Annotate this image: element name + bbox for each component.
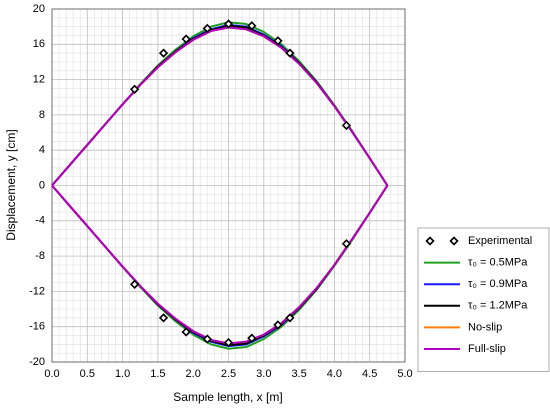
- data-point: [247, 333, 257, 343]
- x-tick-label: 1.0: [115, 368, 130, 380]
- x-tick-label: 2.5: [221, 368, 236, 380]
- y-tick-label: 16: [33, 38, 45, 50]
- data-point: [181, 327, 191, 337]
- data-point: [181, 34, 191, 44]
- data-point: [202, 334, 212, 344]
- legend-label: Full-slip: [468, 343, 506, 355]
- data-point: [273, 36, 283, 46]
- data-point: [285, 313, 295, 323]
- data-point: [285, 48, 295, 58]
- x-tick-label: 4.0: [327, 368, 342, 380]
- y-tick-label: 12: [33, 74, 45, 86]
- y-tick-label: -8: [35, 250, 45, 262]
- y-tick-label: 4: [39, 144, 45, 156]
- x-tick-label: 3.0: [256, 368, 271, 380]
- y-tick-label: -20: [29, 356, 45, 368]
- series-line: [51, 26, 389, 345]
- legend-label: τ₀ = 0.9MPa: [468, 278, 528, 290]
- y-tick-label: -16: [29, 321, 45, 333]
- y-tick-label: 0: [39, 179, 45, 191]
- data-point: [273, 320, 283, 330]
- data-point: [341, 239, 352, 249]
- y-tick-label: -4: [35, 215, 45, 227]
- data-point: [202, 23, 212, 34]
- x-axis-title: Sample length, x [m]: [173, 390, 282, 404]
- data-point: [129, 279, 140, 289]
- x-tick-label: 3.5: [291, 368, 306, 380]
- data-point: [158, 48, 169, 58]
- data-point: [223, 19, 234, 29]
- x-tick-label: 1.5: [150, 368, 165, 380]
- legend-box: [417, 227, 550, 373]
- data-point: [158, 313, 169, 323]
- x-tick-label: 2.0: [186, 368, 201, 380]
- data-point: [223, 337, 234, 348]
- legend: Experimental τ₀ = 0.5MPa τ₀ = 0.9MPa τ₀ = 1…: [417, 227, 550, 373]
- data-point: [129, 84, 140, 94]
- data-point: [247, 21, 257, 31]
- x-tick-label: 0.0: [44, 368, 59, 380]
- x-tick-label: 4.5: [362, 368, 377, 380]
- legend-label: τ₀ = 0.5MPa: [468, 257, 528, 269]
- legend-label: Experimental: [468, 235, 532, 247]
- legend-marker: [449, 236, 459, 246]
- x-tick-label: 5.0: [397, 368, 412, 380]
- y-tick-label: 8: [39, 109, 45, 121]
- y-tick-label: 20: [33, 3, 45, 15]
- x-tick-label: 0.5: [80, 368, 95, 380]
- legend-label: τ₀ = 1.2MPa: [468, 300, 528, 312]
- legend-marker: [425, 236, 435, 246]
- data-point: [341, 120, 352, 131]
- legend-label: No-slip: [468, 321, 502, 333]
- y-axis-title: Displacement, y [cm]: [4, 129, 18, 240]
- y-tick-label: -12: [29, 285, 45, 297]
